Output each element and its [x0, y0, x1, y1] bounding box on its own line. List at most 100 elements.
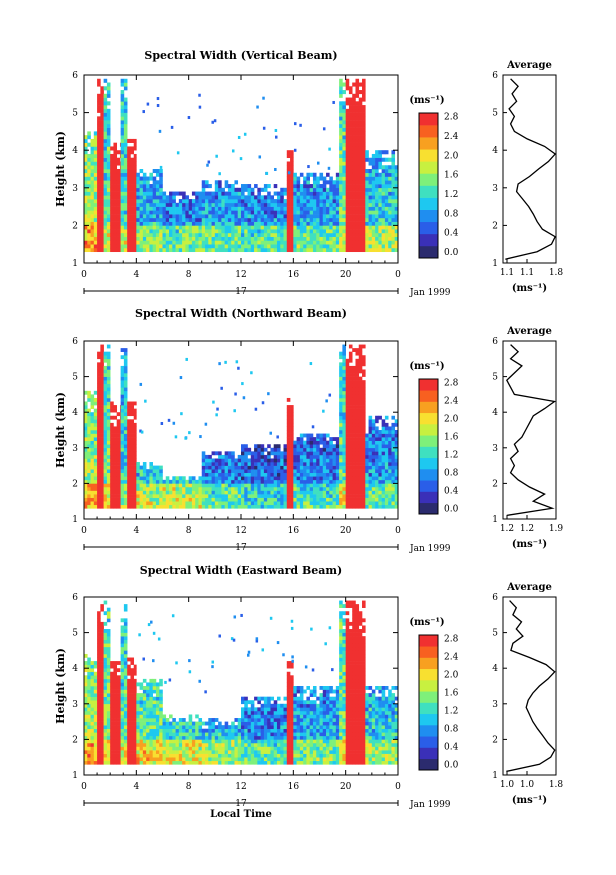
- heatmap-cell: [103, 440, 108, 445]
- heatmap-cell: [378, 430, 382, 434]
- heatmap-cell: [159, 469, 163, 474]
- heatmap-cell: [270, 206, 275, 211]
- average-y-tick-label: 5: [492, 373, 498, 383]
- heatmap-cell: [244, 184, 248, 189]
- heatmap-cell: [371, 195, 376, 200]
- heatmap-cell: [352, 217, 356, 222]
- heatmap-cell: [123, 501, 128, 506]
- heatmap-cell: [90, 725, 95, 730]
- heatmap-cell: [116, 422, 121, 427]
- heatmap-cell: [375, 244, 379, 249]
- heatmap-cell: [237, 462, 242, 466]
- heatmap-cell: [198, 483, 203, 488]
- heatmap-cell: [120, 187, 125, 192]
- heatmap-cell: [227, 479, 232, 484]
- heatmap-cell: [384, 214, 389, 219]
- heatmap-cell: [365, 483, 369, 488]
- heatmap-cell: [123, 247, 128, 253]
- heatmap-cell: [384, 191, 389, 196]
- heatmap-cell: [358, 451, 363, 456]
- heatmap-cell: [100, 161, 104, 166]
- heatmap-cell: [100, 479, 104, 484]
- heatmap-cell: [234, 479, 239, 484]
- heatmap-cell: [100, 494, 104, 498]
- heatmap-cell: [329, 447, 333, 452]
- heatmap-cell: [335, 472, 340, 477]
- heatmap-cell: [119, 426, 121, 431]
- heatmap-cell: [303, 497, 307, 502]
- heatmap-cell: [87, 244, 91, 249]
- heatmap-cell: [142, 479, 147, 484]
- heatmap-cell: [319, 437, 324, 441]
- heatmap-cell: [263, 465, 268, 470]
- heatmap-cell: [155, 247, 160, 253]
- heatmap-cell: [273, 191, 278, 196]
- heatmap-cell: [205, 476, 209, 481]
- heatmap-cell: [201, 191, 206, 196]
- heatmap-cell: [149, 221, 153, 226]
- heatmap-cell: [103, 472, 108, 477]
- average-x-axis-label: (ms⁻¹): [512, 283, 547, 294]
- heatmap-cell: [185, 199, 189, 204]
- heatmap-cell: [286, 225, 291, 230]
- heatmap-cell: [165, 483, 170, 488]
- heatmap-cell: [319, 504, 324, 509]
- heatmap-cell: [227, 486, 232, 491]
- heatmap-cell: [162, 501, 167, 506]
- heatmap-cell: [368, 206, 373, 211]
- heatmap-cell: [250, 195, 255, 200]
- heatmap-cell: [185, 210, 189, 215]
- heatmap-cell: [133, 199, 137, 204]
- heatmap-cell: [254, 486, 258, 491]
- heatmap-cell: [127, 465, 131, 470]
- heatmap-cell: [254, 458, 258, 463]
- heatmap-cell: [231, 451, 235, 456]
- heatmap-cell: [267, 184, 271, 189]
- heatmap-cell: [155, 240, 160, 245]
- heatmap-cell: [273, 244, 278, 249]
- heatmap-cell: [130, 444, 135, 449]
- heatmap-cell: [103, 504, 108, 509]
- heatmap-cell: [303, 225, 307, 230]
- heatmap-cell: [133, 210, 137, 215]
- heatmap-cell: [388, 180, 392, 185]
- heatmap-cell: [375, 430, 379, 434]
- heatmap-cell: [276, 221, 281, 226]
- heatmap-cell: [306, 451, 310, 456]
- heatmap-cell: [123, 232, 128, 237]
- heatmap-cell: [119, 405, 121, 409]
- heatmap-cell: [247, 240, 252, 245]
- heatmap-cell: [394, 419, 399, 424]
- heatmap-cell: [224, 486, 229, 491]
- heatmap-cell: [146, 469, 150, 474]
- heatmap-cell: [97, 447, 101, 452]
- heatmap-cell: [106, 387, 111, 392]
- heatmap-cell: [84, 440, 88, 445]
- heatmap-cell: [116, 447, 121, 452]
- heatmap-cell: [296, 202, 301, 207]
- heatmap-cell: [332, 202, 337, 207]
- heatmap-cell: [119, 199, 121, 204]
- heatmap-cell: [378, 458, 382, 463]
- heatmap-cell: [231, 191, 235, 196]
- heatmap-cell: [178, 191, 183, 196]
- heatmap-cell: [97, 369, 101, 374]
- heatmap-cell: [133, 229, 137, 234]
- heatmap-cell: [133, 437, 137, 441]
- heatmap-cell: [257, 501, 261, 506]
- heatmap-cell: [345, 240, 350, 245]
- heatmap-cell: [326, 217, 330, 222]
- heatmap-cell: [375, 161, 379, 166]
- heatmap-cell: [358, 465, 363, 470]
- heatmap-cell: [195, 199, 199, 204]
- heatmap-cell: [394, 494, 399, 498]
- heatmap-cell: [322, 479, 327, 484]
- heatmap-cell: [348, 497, 353, 502]
- heatmap-cell: [345, 415, 350, 420]
- heatmap-cell: [224, 214, 229, 219]
- heatmap-cell: [348, 351, 353, 356]
- heatmap-cell: [103, 127, 108, 132]
- heatmap-cell: [293, 247, 297, 253]
- heatmap-cell: [254, 476, 258, 481]
- heatmap-cell: [139, 210, 144, 215]
